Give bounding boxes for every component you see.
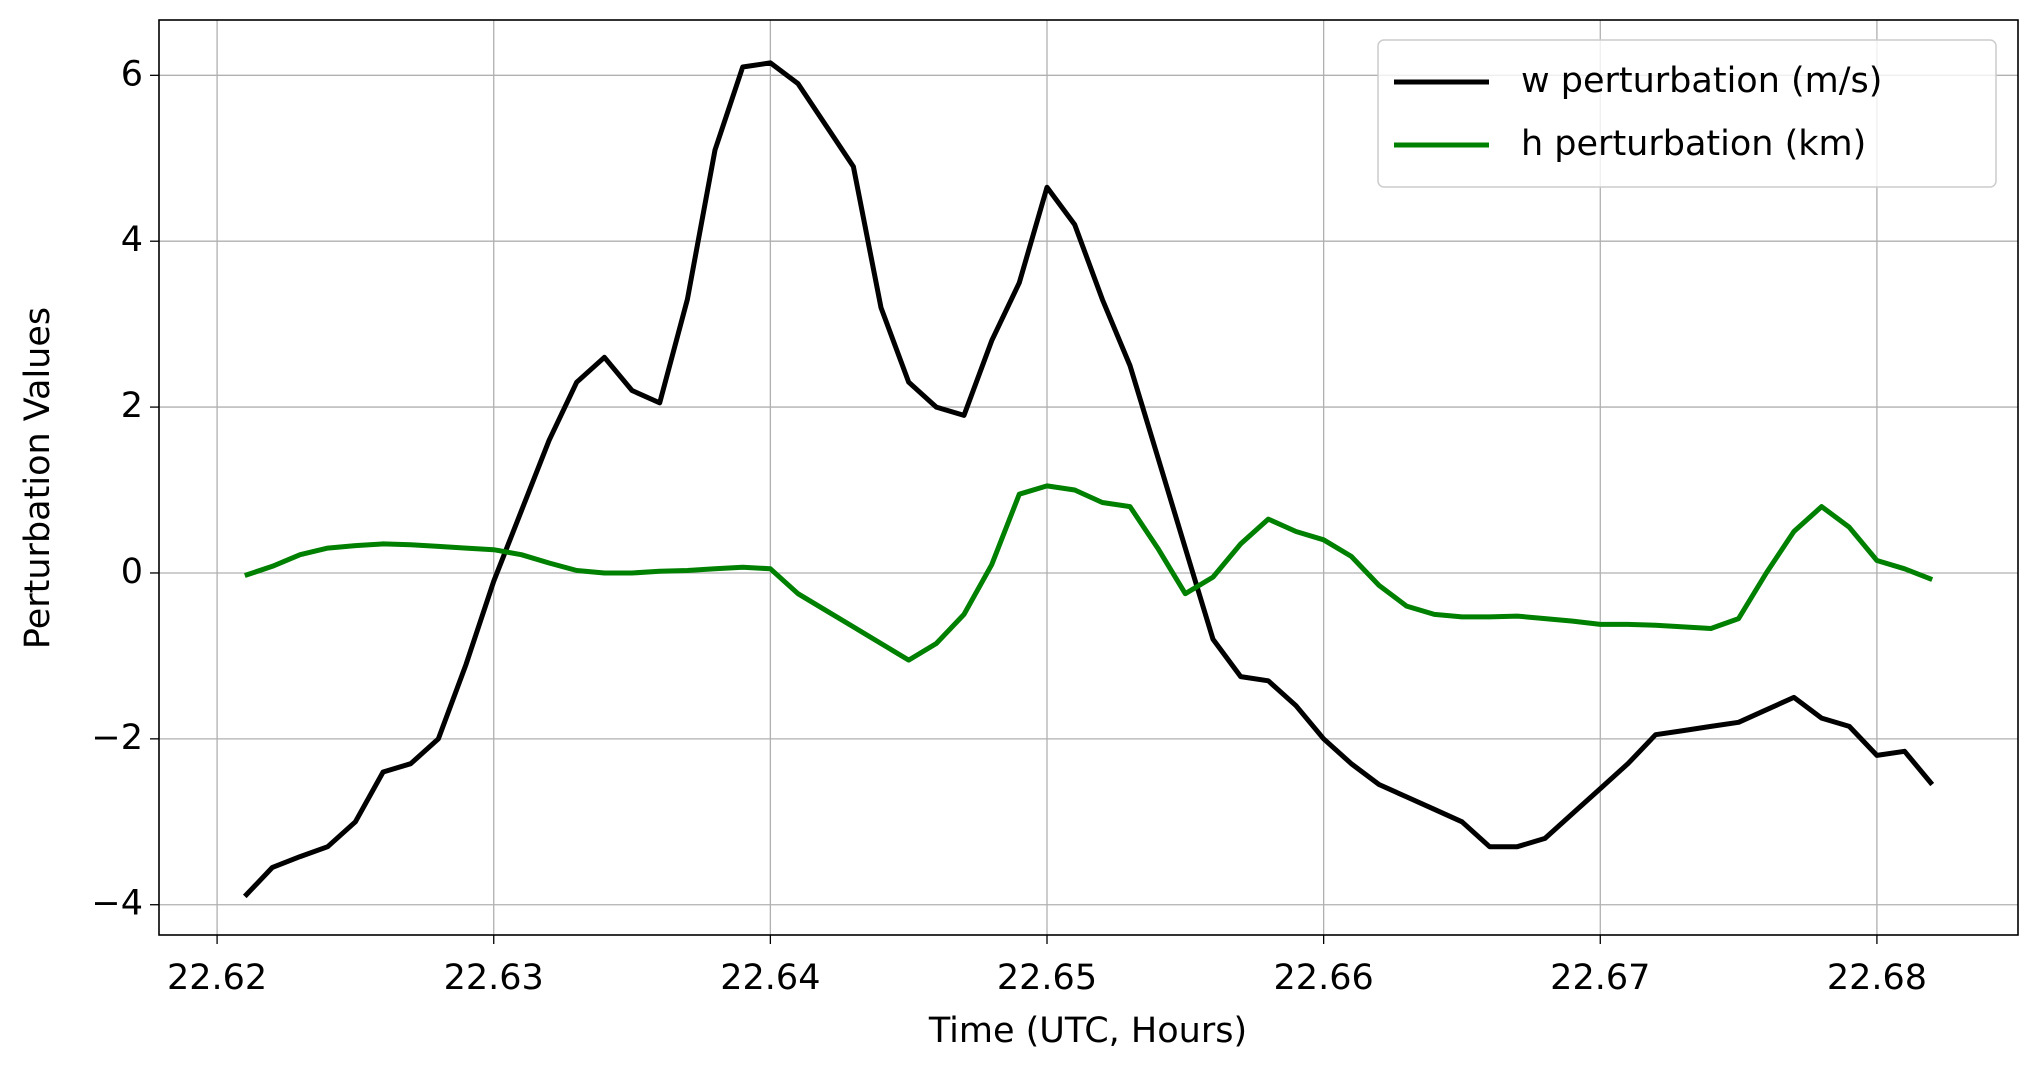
legend-label: w perturbation (m/s)	[1521, 61, 1882, 101]
y-tick-label: 0	[121, 552, 143, 592]
data-line	[244, 483, 1934, 663]
legend-label: h perturbation (km)	[1521, 124, 1866, 164]
x-tick-label: 22.62	[167, 958, 267, 998]
y-tick-label: 2	[121, 386, 143, 426]
x-tick-label: 22.64	[720, 958, 820, 998]
x-tick-label: 22.68	[1827, 958, 1927, 998]
plot-frame	[158, 19, 2019, 936]
y-tick-label: 6	[121, 54, 143, 94]
x-axis-label: Time (UTC, Hours)	[928, 1011, 1247, 1051]
y-tick-label: −2	[91, 718, 143, 758]
legend-box	[1377, 39, 1997, 188]
x-tick-label: 22.65	[997, 958, 1097, 998]
data-line	[242, 60, 1935, 899]
x-tick-label: 22.66	[1274, 958, 1374, 998]
x-tick-label: 22.63	[444, 958, 544, 998]
y-tick-label: −4	[91, 884, 143, 924]
x-tick-label: 22.67	[1550, 958, 1650, 998]
y-axis-label: Perturbation Values	[18, 307, 58, 649]
y-tick-label: 4	[121, 220, 143, 260]
